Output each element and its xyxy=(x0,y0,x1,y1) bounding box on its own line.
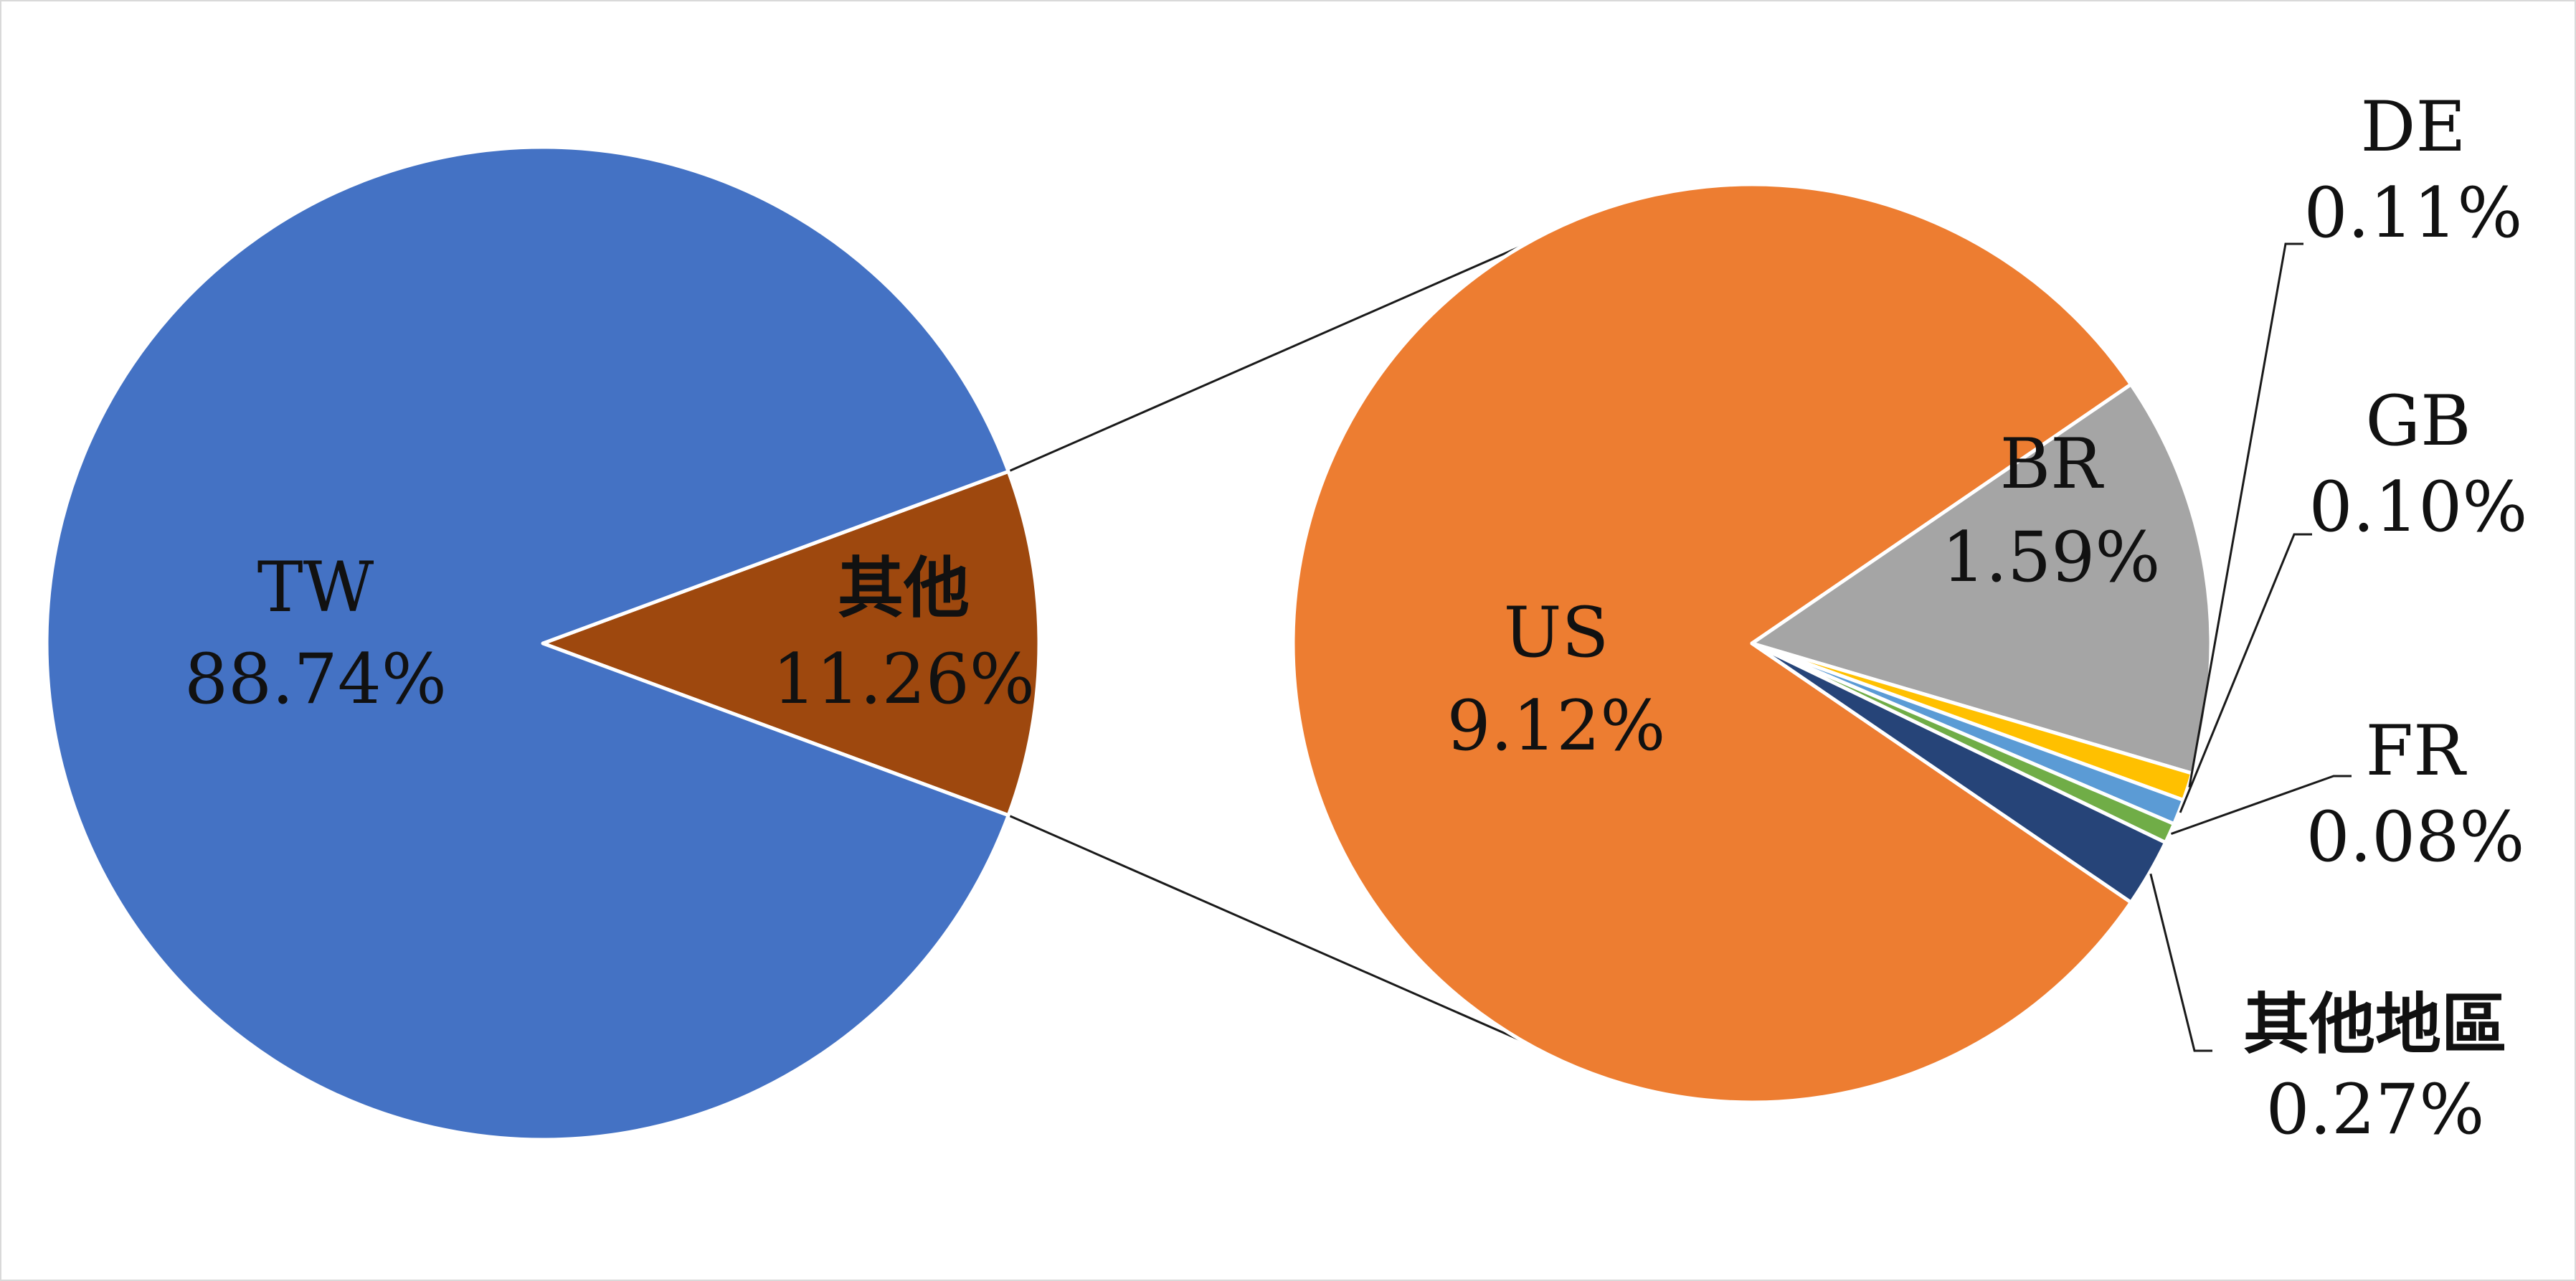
data-labels: TW88.74%其他11.26%US9.12%BR1.59%DE0.11%GB0… xyxy=(184,87,2528,1150)
connector-lines xyxy=(1008,244,1525,1043)
main-slice-tw xyxy=(44,145,1010,1142)
secondary-label-name-fr: FR xyxy=(2366,711,2468,791)
secondary-slice-us xyxy=(1291,182,2133,1105)
secondary-label-value-de: 0.11% xyxy=(2304,173,2523,253)
leader-line-gb xyxy=(2179,533,2312,813)
secondary-label-value-us: 9.12% xyxy=(1447,686,1666,766)
main-label-value-item-1: 11.26% xyxy=(772,639,1035,719)
leader-line-item-5 xyxy=(2149,873,2212,1052)
main-label-name-item-1: 其他 xyxy=(838,550,970,627)
main-slice-item-1 xyxy=(541,469,1041,818)
main-pie xyxy=(44,145,1041,1142)
leader-lines xyxy=(2149,242,2352,1052)
main-label-name-tw: TW xyxy=(257,547,374,628)
secondary-label-value-br: 1.59% xyxy=(1942,517,2161,597)
secondary-pie xyxy=(1291,182,2213,1105)
secondary-label-name-br: BR xyxy=(2000,424,2105,504)
leader-line-fr xyxy=(2170,775,2352,835)
leader-line-de xyxy=(2188,242,2303,788)
secondary-slice-item-5 xyxy=(1750,641,2168,904)
secondary-label-name-de: DE xyxy=(2360,87,2466,167)
main-label-value-tw: 88.74% xyxy=(184,639,447,719)
secondary-label-value-gb: 0.10% xyxy=(2309,467,2528,547)
secondary-label-value-fr: 0.08% xyxy=(2306,797,2525,877)
connector-line-bottom xyxy=(1008,814,1525,1043)
secondary-label-value-item-5: 0.27% xyxy=(2266,1069,2485,1150)
secondary-label-name-item-5: 其他地區 xyxy=(2243,986,2507,1063)
secondary-label-name-us: US xyxy=(1504,592,1609,673)
connector-line-top xyxy=(1008,244,1525,473)
secondary-label-name-gb: GB xyxy=(2365,381,2471,461)
